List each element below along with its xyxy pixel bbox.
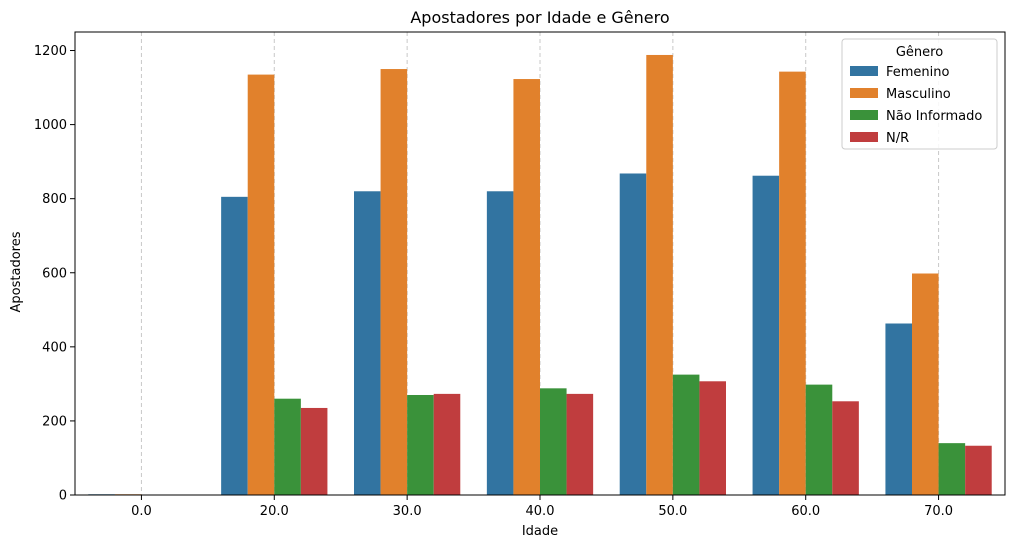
- legend-swatch: [850, 110, 878, 120]
- bar: [939, 443, 966, 495]
- bar: [673, 375, 700, 495]
- x-tick-label: 50.0: [658, 504, 687, 519]
- bar: [646, 55, 673, 495]
- y-tick-label: 1000: [34, 118, 67, 133]
- bar: [965, 446, 992, 495]
- bar: [832, 401, 859, 495]
- x-tick-label: 30.0: [393, 504, 422, 519]
- legend-swatch: [850, 66, 878, 76]
- x-tick-label: 20.0: [260, 504, 289, 519]
- bar: [407, 395, 434, 495]
- bar: [434, 394, 461, 495]
- bar: [487, 191, 514, 495]
- bar: [620, 173, 647, 495]
- legend-title: Gênero: [896, 45, 943, 60]
- y-ticks: 0 200 400 600 800 1000 1200: [34, 44, 75, 503]
- bar: [248, 75, 275, 495]
- legend-swatch: [850, 132, 878, 142]
- legend-item-label: N/R: [886, 131, 909, 146]
- legend-item-label: Masculino: [886, 87, 951, 102]
- bar: [885, 324, 912, 495]
- bar: [221, 197, 248, 495]
- bar: [567, 394, 594, 495]
- bar: [354, 191, 381, 495]
- x-tick-label: 60.0: [791, 504, 820, 519]
- y-tick-label: 600: [42, 266, 67, 281]
- y-axis-label: Apostadores: [9, 231, 24, 312]
- bar: [274, 399, 301, 495]
- x-axis-label: Idade: [522, 524, 558, 539]
- y-tick-label: 200: [42, 414, 67, 429]
- bar: [540, 388, 567, 495]
- legend-item-label: Femenino: [886, 65, 950, 80]
- chart-title: Apostadores por Idade e Gênero: [410, 8, 669, 27]
- x-tick-label: 70.0: [924, 504, 953, 519]
- y-tick-label: 400: [42, 340, 67, 355]
- bar: [806, 385, 833, 495]
- bar: [779, 72, 806, 495]
- bar: [381, 69, 408, 495]
- legend-item-label: Não Informado: [886, 109, 982, 124]
- bar: [513, 79, 540, 495]
- y-tick-label: 800: [42, 192, 67, 207]
- y-tick-label: 1200: [34, 44, 67, 59]
- legend: Gênero Femenino Masculino Não Informado N/R: [842, 39, 997, 149]
- legend-swatch: [850, 88, 878, 98]
- bar: [912, 274, 939, 495]
- bar: [699, 381, 726, 495]
- y-tick-label: 0: [59, 489, 67, 504]
- x-ticks: 0.0 20.0 30.0 40.0 50.0 60.0 70.0: [131, 495, 953, 519]
- x-tick-label: 40.0: [526, 504, 555, 519]
- bar: [301, 408, 328, 495]
- bar: [753, 176, 780, 495]
- x-tick-label: 0.0: [131, 504, 152, 519]
